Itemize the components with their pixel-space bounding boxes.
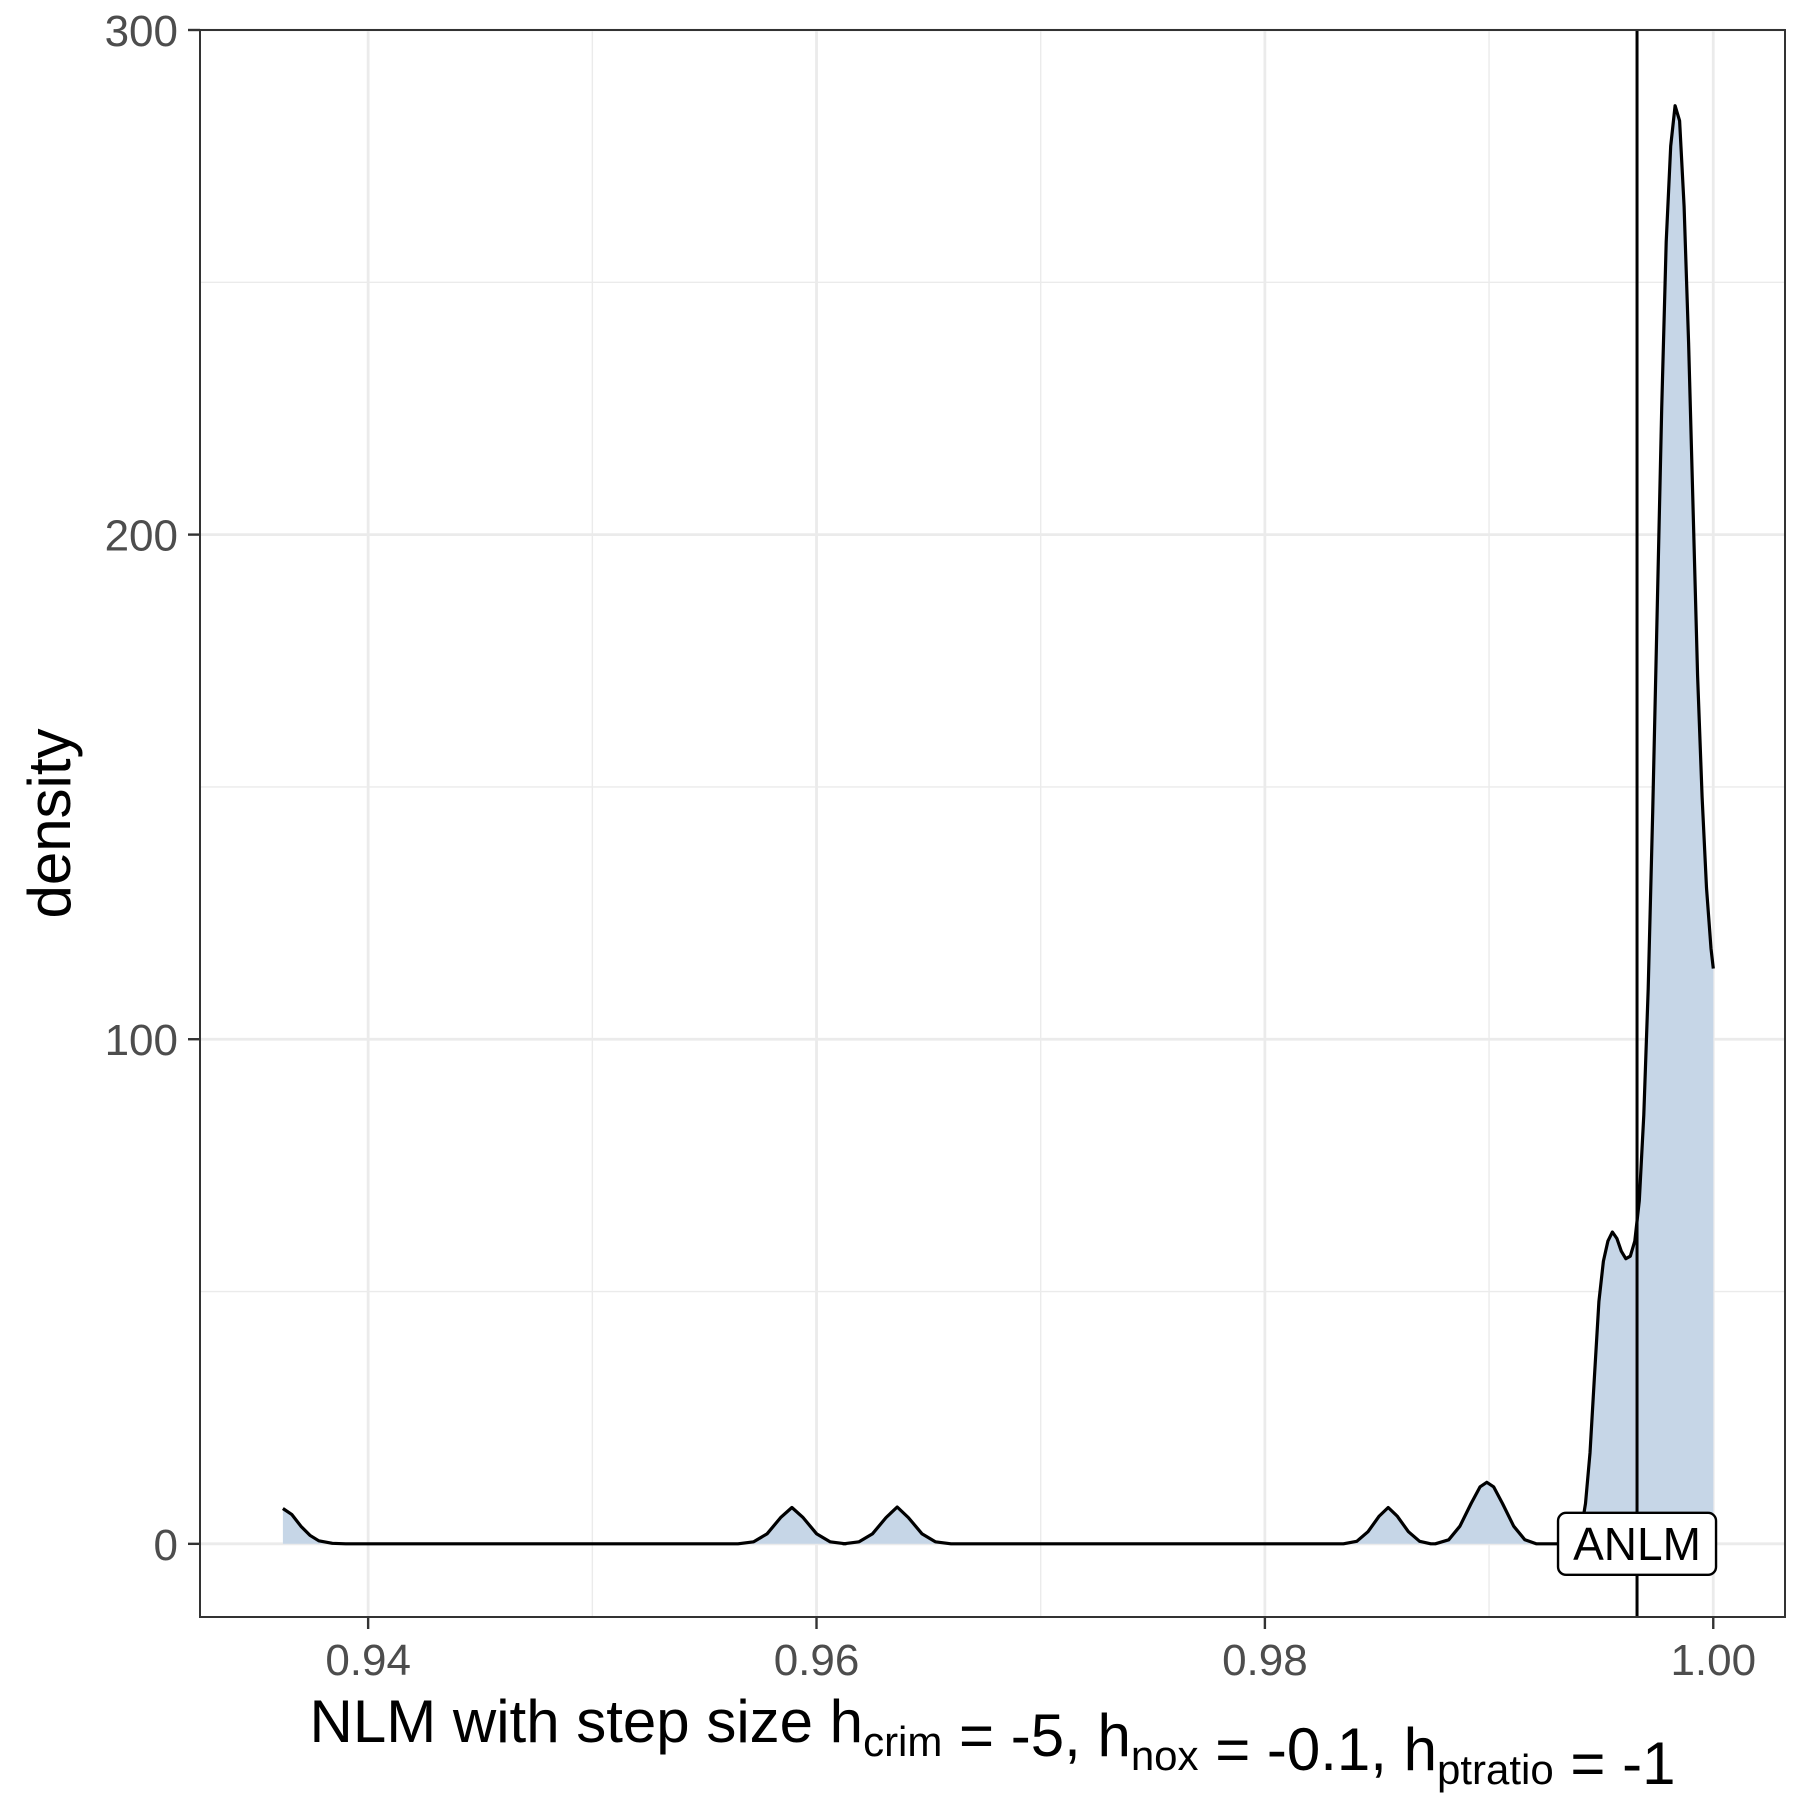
x-tick-label: 0.96 bbox=[774, 1636, 860, 1685]
annotation-text: ANLM bbox=[1573, 1518, 1701, 1570]
x-axis-title: NLM with step size hcrim = -5, hnox = -0… bbox=[310, 1688, 1676, 1797]
y-tick-label: 300 bbox=[105, 7, 178, 56]
x-axis-title-part: = -0.1, h bbox=[1199, 1716, 1437, 1783]
x-axis-title-part: = -1 bbox=[1554, 1730, 1676, 1797]
y-axis-title: density bbox=[16, 728, 83, 918]
x-axis-title-part: = -5, h bbox=[942, 1702, 1130, 1769]
y-tick-label: 200 bbox=[105, 512, 178, 561]
density-line bbox=[282, 104, 1715, 1546]
x-tick-label: 0.94 bbox=[325, 1636, 411, 1685]
x-axis-title-part: NLM with step size h bbox=[310, 1688, 864, 1755]
annotation-label: ANLM bbox=[1556, 1511, 1718, 1577]
annotation-box bbox=[1556, 1511, 1718, 1577]
x-tick-label: 1.00 bbox=[1670, 1636, 1756, 1685]
y-tick-label: 100 bbox=[105, 1016, 178, 1065]
x-axis-title-subscript: nox bbox=[1131, 1732, 1199, 1779]
plot-panel bbox=[200, 30, 1785, 1617]
x-axis-title-subscript: crim bbox=[863, 1718, 942, 1765]
panel-border bbox=[199, 29, 1786, 1618]
x-axis-title-subscript: ptratio bbox=[1437, 1746, 1554, 1793]
y-tick-label: 0 bbox=[154, 1521, 178, 1570]
x-tick-label: 0.98 bbox=[1222, 1636, 1308, 1685]
